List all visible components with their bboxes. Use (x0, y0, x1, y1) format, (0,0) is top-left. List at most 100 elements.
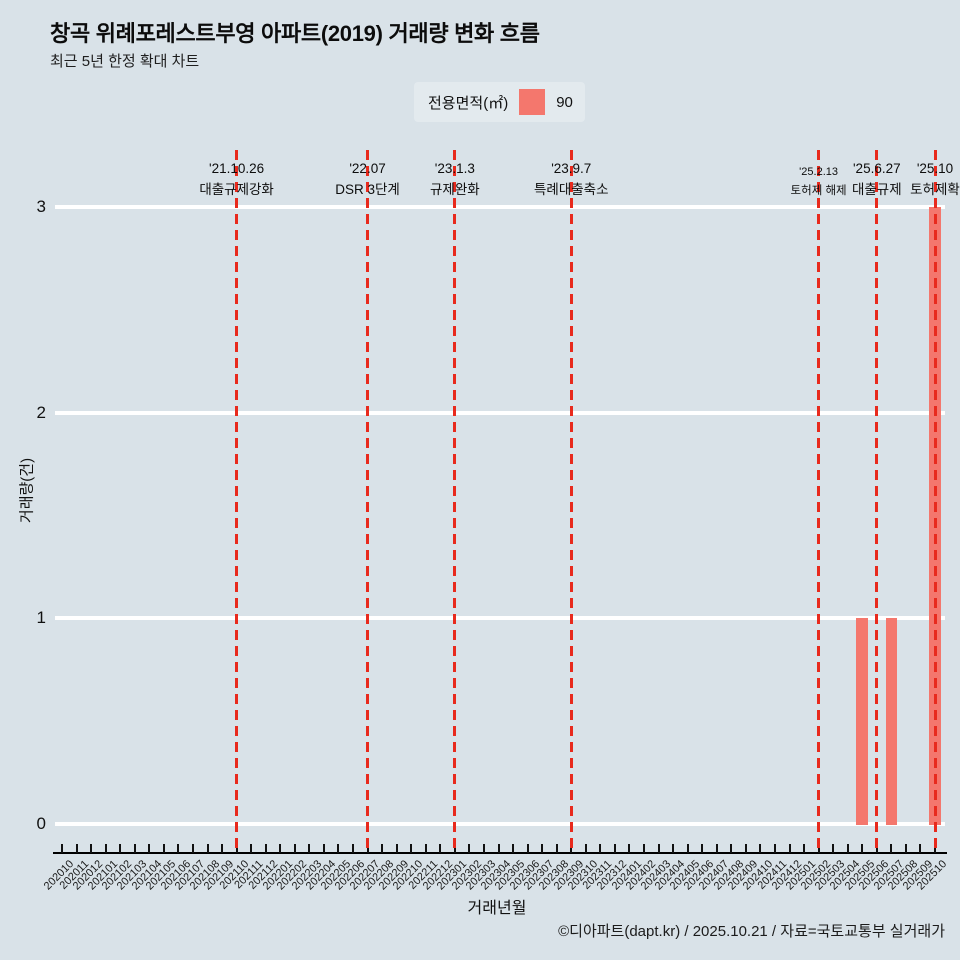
x-axis-line (53, 852, 947, 854)
x-tick-202405 (686, 843, 689, 853)
event-label: 특례대출축소 (533, 182, 609, 197)
x-tick-202302 (468, 843, 471, 853)
y-tick-label-3: 3 (36, 197, 46, 216)
x-tick-202105 (162, 843, 165, 853)
y-tick-label-0: 0 (36, 813, 46, 833)
credit-text: ©디아파트(dapt.kr) / 2025.10.21 / 자료=국토교통부 실… (558, 923, 945, 940)
x-tick-202307 (541, 843, 544, 853)
x-tick-202112 (264, 843, 267, 853)
legend-value: 90 (556, 93, 573, 111)
x-tick-202508 (904, 843, 907, 853)
x-tick-202403 (657, 843, 660, 853)
bar-202505[interactable] (856, 618, 869, 825)
x-tick-202206 (352, 843, 354, 853)
x-tick-202202 (293, 843, 296, 853)
event-line-202110 (235, 150, 239, 849)
x-tick-202211 (424, 843, 427, 853)
event-date: '25.2.13 (799, 166, 838, 178)
x-tick-202503 (832, 843, 835, 853)
x-tick-202212 (439, 843, 442, 853)
event-date: '25.10 (916, 161, 954, 176)
x-tick-202404 (672, 843, 675, 853)
x-tick-202407 (715, 843, 718, 853)
x-tick-202409 (744, 843, 747, 853)
event-label: 대출규제 (851, 182, 902, 197)
event-annotation-202309: '23.9.7 특례대출축소 (534, 158, 609, 200)
x-tick-202311 (599, 843, 602, 853)
x-tick-202304 (497, 843, 500, 853)
x-tick-202106 (177, 843, 180, 853)
event-line-202506 (875, 150, 879, 849)
event-line-202207 (366, 150, 370, 849)
event-line-202301 (453, 150, 457, 849)
x-tick-202305 (512, 843, 515, 853)
x-tick-202412 (788, 843, 791, 853)
legend: 전용면적(㎡) 90 (414, 82, 585, 122)
event-date: '23.9.7 (551, 161, 592, 176)
y-tick-label-2: 2 (36, 402, 46, 422)
event-line-202510 (933, 150, 937, 849)
x-tick-202107 (191, 843, 194, 853)
page-subtitle: 최근 5년 한정 확대 차트 (50, 53, 200, 70)
x-tick-202109 (221, 843, 224, 853)
x-tick-202411 (773, 843, 776, 853)
x-tick-202209 (395, 843, 398, 853)
x-tick-202505 (861, 843, 864, 853)
legend-swatch-icon (519, 89, 546, 115)
x-tick-202102 (119, 843, 122, 853)
x-tick-202408 (730, 843, 733, 853)
x-tick-202201 (279, 843, 282, 853)
x-tick-202108 (206, 843, 209, 853)
event-line-202502 (817, 150, 821, 849)
x-tick-202204 (322, 843, 325, 853)
x-tick-202406 (701, 843, 704, 853)
event-label: 대출규제강화 (199, 182, 274, 197)
event-annotation-202207: '22.07 DSR 3단계 (335, 158, 400, 200)
gridline-y0 (55, 821, 945, 826)
x-tick-202205 (337, 843, 340, 853)
x-tick-202103 (133, 843, 136, 853)
x-tick-202501 (803, 843, 806, 853)
event-date: '22.07 (349, 161, 386, 176)
x-tick-202401 (628, 843, 631, 853)
event-annotation-202110: '21.10.26 대출규제강화 (199, 158, 274, 200)
y-axis-title: 거래량(건) (18, 457, 36, 524)
x-tick-202509 (919, 843, 922, 853)
x-tick-202310 (584, 843, 587, 853)
x-tick-202312 (613, 843, 616, 853)
event-annotation-202502: '25.2.13 토허제 해제 (791, 163, 847, 200)
x-tick-202303 (482, 843, 485, 853)
x-tick-202104 (148, 843, 151, 853)
event-annotation-202301: '23.1.3 규제완화 (430, 158, 480, 200)
x-tick-202012 (90, 843, 93, 853)
event-label: 규제완화 (430, 182, 480, 197)
event-date: '21.10.26 (209, 161, 265, 176)
x-tick-202507 (890, 843, 893, 853)
event-line-202309 (569, 150, 573, 849)
x-axis-title: 거래년월 (467, 900, 527, 917)
x-tick-202101 (104, 843, 107, 853)
x-tick-202111 (250, 843, 253, 853)
x-tick-202402 (643, 843, 645, 853)
bar-202507[interactable] (885, 618, 898, 825)
x-tick-202410 (759, 843, 762, 853)
x-tick-202011 (75, 843, 78, 853)
event-date: '25.6.27 (852, 161, 901, 176)
event-label: 토허제 해제 (790, 185, 847, 197)
x-tick-202203 (308, 843, 311, 853)
x-tick-202210 (410, 843, 413, 853)
event-annotation-202506: '25.6.27 대출규제 (852, 158, 902, 200)
event-label: 토허제확 (910, 182, 960, 197)
x-tick-202208 (381, 843, 384, 853)
x-tick-202306 (526, 843, 529, 853)
page-title: 창곡 위례포레스트부영 아파트(2019) 거래량 변화 흐름 (50, 21, 540, 46)
legend-label: 전용면적(㎡) (428, 94, 509, 112)
y-tick-label-1: 1 (36, 608, 46, 627)
event-date: '23.1.3 (434, 161, 475, 176)
gridline-y3 (55, 205, 945, 209)
x-tick-202308 (555, 843, 558, 853)
x-tick-202010 (61, 843, 63, 853)
gridline-y2 (55, 410, 945, 415)
